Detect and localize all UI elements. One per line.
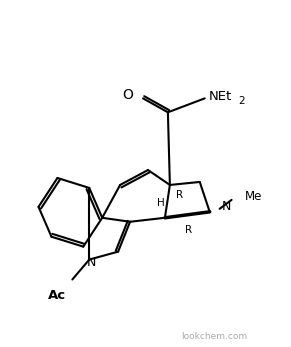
- Text: H: H: [157, 198, 165, 208]
- Text: NEt: NEt: [209, 90, 232, 103]
- Text: N: N: [87, 256, 96, 269]
- Text: N: N: [222, 200, 231, 213]
- Text: 2: 2: [239, 96, 245, 106]
- Text: O: O: [122, 88, 133, 102]
- Text: lookchem.com: lookchem.com: [182, 332, 248, 341]
- Text: Me: Me: [244, 191, 262, 203]
- Text: R: R: [176, 190, 183, 200]
- Text: R: R: [185, 225, 192, 235]
- Text: Ac: Ac: [48, 289, 66, 302]
